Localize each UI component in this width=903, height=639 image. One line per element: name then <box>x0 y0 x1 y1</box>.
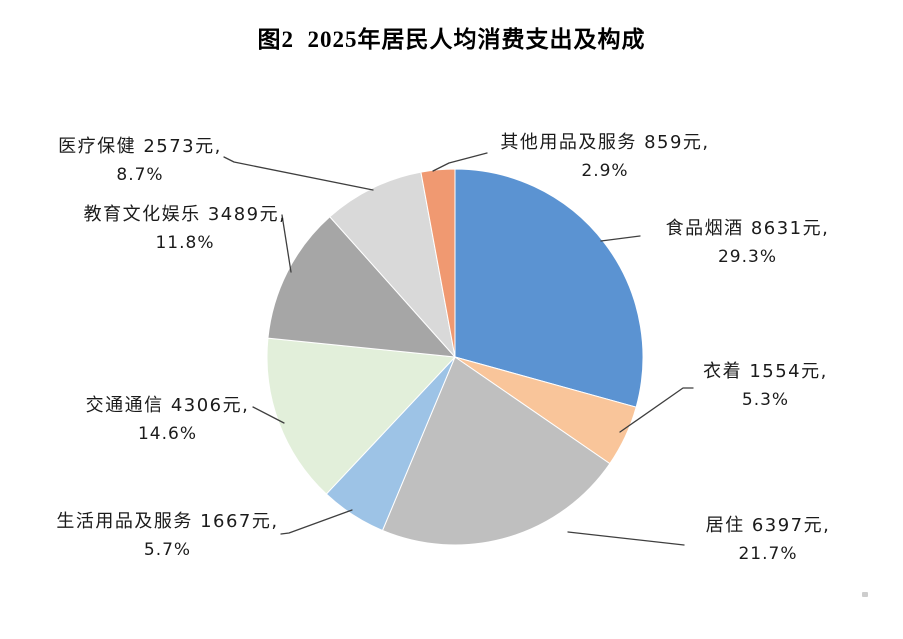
chart-title: 图2 2025年居民人均消费支出及构成 <box>257 27 646 52</box>
label-education-culture-entertainment: 教育文化娱乐 3489元, 11.8% <box>65 204 305 254</box>
label-other-goods-services-percent: 2.9% <box>581 161 629 181</box>
leader-line-food <box>600 235 641 242</box>
pie-slice-7 <box>420 168 456 358</box>
pie-slices-group <box>266 168 644 546</box>
label-housing-text: 居住 6397元, <box>705 515 831 536</box>
label-healthcare-percent: 8.7% <box>116 165 164 185</box>
label-transport-communication: 交通通信 4306元, 14.6% <box>60 395 275 445</box>
label-education-culture-entertainment-percent: 11.8% <box>155 233 215 253</box>
pie-slice-4 <box>266 337 457 495</box>
label-housing-percent: 21.7% <box>738 544 798 564</box>
label-food-tobacco-alcohol: 食品烟酒 8631元, 29.3% <box>645 218 850 268</box>
leader-line-transport <box>252 406 285 424</box>
leader-line-clothing <box>619 387 694 433</box>
leader-line-housing <box>567 531 685 546</box>
smudge-artifact <box>862 592 868 597</box>
label-household-goods-services: 生活用品及服务 1667元, 5.7% <box>45 511 290 561</box>
label-healthcare-text: 医疗保健 2573元, <box>58 136 222 157</box>
label-transport-communication-text: 交通通信 4306元, <box>85 395 250 416</box>
pie-slice-5 <box>267 216 457 358</box>
label-food-tobacco-alcohol-text: 食品烟酒 8631元, <box>665 218 830 239</box>
pie-slice-2 <box>381 356 611 546</box>
label-household-goods-services-percent: 5.7% <box>143 540 192 560</box>
label-transport-communication-percent: 14.6% <box>137 424 197 444</box>
label-household-goods-services-text: 生活用品及服务 1667元, <box>56 511 279 532</box>
label-clothing-percent: 5.3% <box>741 390 790 410</box>
label-clothing-text: 衣着 1554元, <box>703 361 828 382</box>
leader-line-education <box>281 214 292 273</box>
leader-lines-group <box>223 152 694 546</box>
label-food-tobacco-alcohol-percent: 29.3% <box>717 247 777 267</box>
label-healthcare: 医疗保健 2573元, 8.7% <box>30 136 250 186</box>
pie-slice-6 <box>329 171 456 359</box>
label-other-goods-services-text: 其他用品及服务 859元, <box>500 132 710 153</box>
pie-slice-0 <box>454 168 644 408</box>
label-education-culture-entertainment-text: 教育文化娱乐 3489元, <box>83 204 287 225</box>
leader-line-other <box>432 152 488 172</box>
leader-line-household-goods <box>280 509 353 535</box>
leader-line-healthcare <box>223 156 374 191</box>
label-clothing: 衣着 1554元, 5.3% <box>663 361 868 411</box>
label-housing: 居住 6397元, 21.7% <box>663 515 873 565</box>
label-other-goods-services: 其他用品及服务 859元, 2.9% <box>480 132 730 182</box>
